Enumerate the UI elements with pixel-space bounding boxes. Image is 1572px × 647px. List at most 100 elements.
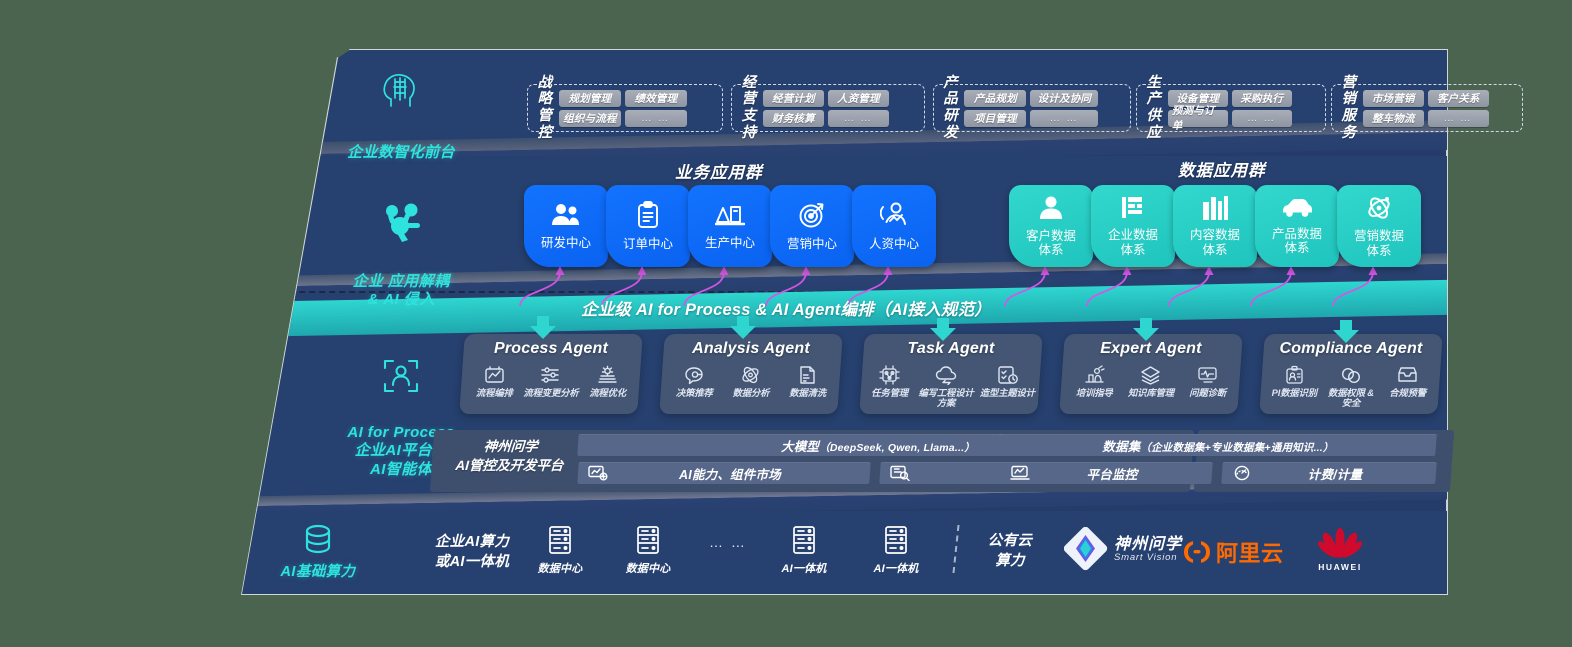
platform-billing-label: 计费/计量	[1307, 467, 1363, 482]
platform-monitor-bar[interactable]: 平台监控	[999, 462, 1213, 484]
atom-small-icon	[723, 364, 779, 386]
platform-market-bar[interactable]: AI能力、组件市场	[577, 462, 871, 484]
infra-enterprise-label: 企业AI算力 或AI一体机	[434, 534, 510, 570]
platform-market-label: AI能力、组件市场	[679, 467, 781, 482]
chip[interactable]: 财务核算	[762, 109, 824, 127]
chip[interactable]: 规划管理	[558, 89, 621, 107]
chip[interactable]: 经营计划	[762, 89, 824, 107]
chart-box-icon	[466, 364, 522, 386]
app-card-label: 企业数据 体系	[1107, 228, 1158, 257]
agent-feature-label: 数据清洗	[789, 388, 827, 398]
agent-card-0[interactable]: Process Agent 流程编排 流程变更分析	[459, 334, 643, 414]
vendor-smartvision[interactable]: 神州问学 Smart Vision	[1064, 527, 1182, 573]
vendor-alibaba-cloud[interactable]: 阿里云	[1182, 536, 1284, 568]
domain-group-1-title: 经营 支持	[741, 74, 757, 141]
chip[interactable]: 整车物流	[1362, 109, 1424, 127]
infra-node-3[interactable]: AI一体机	[771, 525, 837, 577]
infra-node-0[interactable]: 数据中心	[527, 525, 593, 577]
app-card-business-0[interactable]: 研发中心	[524, 185, 608, 267]
app-card-data-0[interactable]: 客户数据 体系	[1009, 185, 1093, 267]
platform-billing-bar[interactable]: 计费/计量	[1221, 462, 1437, 484]
chip[interactable]: 组织与流程	[558, 109, 621, 127]
chip[interactable]: 产品规划	[964, 89, 1027, 107]
agent-feature[interactable]: 问题诊断	[1180, 364, 1236, 398]
agent-feature-label: PI数据识别	[1271, 388, 1318, 398]
agent-feature[interactable]: 数据清洗	[780, 364, 836, 398]
agent-card-4[interactable]: Compliance Agent PI数据识别 数据权限 & 安全	[1259, 334, 1443, 414]
agent-feature-label: 编写工程设计方案	[918, 388, 974, 409]
app-card-business-4[interactable]: 人资中心	[852, 185, 936, 267]
agent-feature[interactable]: 数据分析	[723, 364, 779, 398]
agent-feature-label: 流程编排	[475, 388, 513, 398]
chip[interactable]: … …	[624, 109, 687, 127]
agent-card-3[interactable]: Expert Agent 培训指导 知识库管理	[1059, 334, 1243, 414]
domain-group-3-chips: 设备管理 采购执行 预测与订单 … …	[1167, 89, 1319, 132]
agent-feature-label: 数据分析	[732, 388, 770, 398]
app-card-label: 客户数据 体系	[1025, 228, 1076, 258]
app-card-data-2[interactable]: 内容数据 体系	[1173, 185, 1257, 267]
database-icon	[305, 524, 331, 554]
agent-feature[interactable]: 决策推荐	[666, 364, 722, 398]
infra-node-4[interactable]: AI一体机	[863, 525, 929, 577]
car-icon	[1281, 196, 1313, 221]
platform-dataset-bar[interactable]: 数据集（企业数据集+专业数据集+通用知识...）	[999, 434, 1437, 456]
cloud-flow-icon	[915, 364, 976, 386]
agent-feature[interactable]: 数据权限 & 安全	[1323, 364, 1379, 408]
layer-label-decouple-text: 企业 应用解耦 & AI 侵入	[352, 272, 450, 309]
agent-feature[interactable]: 培训指导	[1066, 364, 1122, 398]
chip[interactable]: 人资管理	[827, 89, 889, 107]
infra-node-label: AI一体机	[873, 563, 919, 575]
chip[interactable]: … …	[1030, 109, 1099, 127]
agent-name: Process Agent	[493, 340, 609, 357]
vendor-huawei[interactable]: HUAWEI	[1315, 527, 1365, 572]
app-card-business-2[interactable]: 生产中心	[688, 185, 772, 267]
agent-feature[interactable]: 流程优化	[580, 364, 636, 398]
doc-scan-icon	[780, 364, 836, 386]
chip[interactable]: 市场营销	[1362, 89, 1424, 107]
target-icon	[798, 201, 826, 232]
domain-group-4[interactable]: 营销 服务 市场营销 客户关系 整车物流 … …	[1331, 75, 1523, 141]
smartvision-logo	[1064, 527, 1108, 571]
chip[interactable]: 设计及协同	[1030, 89, 1099, 107]
platform-dataset-text: 数据集（企业数据集+专业数据集+通用知识...）	[1000, 436, 1436, 455]
chip[interactable]: 设备管理	[1167, 89, 1228, 107]
platform-devtool-bar[interactable]: AI开发工具	[879, 462, 1179, 484]
agent-card-1[interactable]: Analysis Agent 决策推荐 数据分析	[659, 334, 843, 414]
app-card-business-3[interactable]: 营销中心	[770, 185, 854, 267]
agent-feature[interactable]: 合规预警	[1380, 364, 1436, 398]
app-card-data-1[interactable]: 企业数据 体系	[1091, 185, 1175, 267]
chip[interactable]: 采购执行	[1231, 89, 1292, 107]
huawei-logo	[1317, 528, 1363, 559]
molecule-icon	[386, 203, 420, 242]
vendor-smartvision-sub: Smart Vision	[1114, 552, 1178, 564]
chip[interactable]: 绩效管理	[624, 89, 687, 107]
domain-group-1[interactable]: 经营 支持 经营计划 人资管理 财务核算 … …	[731, 75, 925, 141]
agent-feature[interactable]: PI数据识别	[1266, 364, 1322, 398]
chip[interactable]: … …	[1231, 109, 1292, 127]
chip[interactable]: 客户关系	[1427, 89, 1489, 107]
agent-feature-label: 知识库管理	[1127, 388, 1174, 398]
agent-feature[interactable]: 造型主题设计	[977, 364, 1038, 398]
building-icon	[1120, 195, 1146, 223]
agent-feature[interactable]: 流程编排	[466, 364, 522, 398]
chip[interactable]: … …	[827, 109, 889, 127]
monitor-icon	[1010, 465, 1030, 481]
chip[interactable]: 项目管理	[964, 109, 1027, 127]
chip[interactable]: 预测与订单	[1167, 105, 1228, 132]
chip[interactable]: … …	[1427, 109, 1489, 127]
app-card-data-4[interactable]: 营销数据 体系	[1337, 185, 1421, 267]
brain-icon	[383, 74, 415, 107]
agent-feature[interactable]: 编写工程设计方案	[915, 364, 976, 408]
domain-group-3-title: 生产 供应	[1146, 74, 1162, 141]
domain-group-3[interactable]: 生产 供应 设备管理 采购执行 预测与订单 … …	[1136, 75, 1326, 141]
agent-feature[interactable]: 知识库管理	[1123, 364, 1179, 398]
agent-card-2[interactable]: Task Agent 任务管理 编写工程设计方案	[859, 334, 1043, 414]
infra-node-1[interactable]: 数据中心	[615, 525, 681, 577]
domain-group-0[interactable]: 战略 管控 规划管理 绩效管理 组织与流程 … …	[527, 75, 723, 141]
domain-group-2[interactable]: 产品 研发 产品规划 设计及协同 项目管理 … …	[933, 75, 1131, 141]
vendor-smartvision-name: 神州问学	[1114, 535, 1183, 553]
agent-feature[interactable]: 流程变更分析	[523, 364, 579, 398]
app-card-data-3[interactable]: 产品数据 体系	[1255, 185, 1339, 267]
agent-feature[interactable]: 任务管理	[864, 364, 915, 398]
app-card-business-1[interactable]: 订单中心	[606, 185, 690, 267]
